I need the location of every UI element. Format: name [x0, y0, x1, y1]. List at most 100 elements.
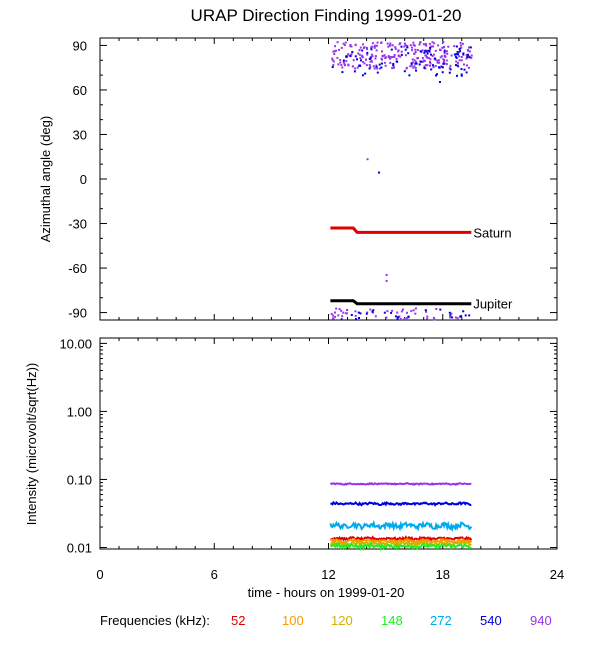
azimuth-point	[445, 63, 448, 66]
azimuth-point	[358, 317, 360, 319]
azimuth-point	[358, 53, 361, 56]
azimuth-point	[373, 46, 376, 49]
azimuth-point	[460, 46, 463, 49]
azimuth-point	[359, 312, 362, 315]
azimuth-point	[434, 58, 437, 61]
azimuth-point	[362, 61, 365, 63]
azimuth-point	[375, 64, 378, 67]
azimuth-point	[383, 311, 386, 314]
azimuth-point	[332, 317, 335, 320]
azimuth-point	[363, 62, 366, 65]
azimuth-point	[385, 279, 388, 282]
azimuth-point	[465, 57, 468, 60]
legend-item-940-khz: 940	[530, 613, 552, 628]
azimuth-point	[436, 59, 439, 62]
azimuth-point	[378, 171, 381, 174]
azimuth-point	[378, 63, 381, 66]
azimuth-point	[468, 314, 471, 317]
azimuth-point	[430, 68, 433, 71]
azimuth-point	[425, 310, 428, 313]
intensity-y-tick-label: 10.00	[59, 336, 92, 351]
azimuth-point	[400, 53, 403, 56]
azimuth-point	[470, 54, 473, 57]
azimuth-point	[370, 53, 373, 56]
azimuth-point	[414, 48, 417, 51]
azimuth-point	[462, 53, 465, 56]
azimuth-point	[398, 43, 401, 46]
azimuth-point	[423, 51, 426, 54]
azimuth-point	[434, 65, 437, 67]
azimuth-point	[465, 71, 468, 74]
azimuth-point	[443, 54, 446, 57]
azimuth-point	[438, 61, 441, 64]
azimuth-point	[369, 308, 372, 311]
azimuth-point	[418, 63, 421, 66]
azimuth-point	[443, 45, 446, 48]
x-tick-label: 6	[211, 567, 218, 582]
azimuth-point	[374, 315, 377, 318]
azimuth-point	[456, 50, 459, 53]
azimuth-point	[467, 66, 470, 69]
azimuth-point	[394, 47, 397, 50]
x-tick-label: 0	[96, 567, 103, 582]
azimuth-point	[455, 53, 458, 56]
azimuth-point	[395, 60, 398, 63]
azimuth-point	[427, 57, 430, 59]
reference-line-saturn	[330, 226, 472, 234]
azimuth-point	[366, 48, 369, 51]
azimuth-y-tick-label: -30	[68, 217, 87, 232]
azimuth-point	[432, 316, 435, 319]
azimuth-point	[347, 53, 350, 56]
azimuth-point	[418, 43, 421, 46]
azimuth-point	[337, 63, 340, 66]
azimuth-point	[455, 64, 457, 67]
x-tick-label: 12	[321, 567, 335, 582]
azimuth-point	[438, 81, 441, 84]
azimuth-point	[380, 66, 383, 69]
frequency-legend: Frequencies (kHz): 52 100 120 148 272 540 940	[100, 613, 552, 628]
azimuth-point	[369, 60, 372, 63]
azimuth-point	[371, 45, 373, 48]
azimuth-scatter-cluster	[340, 308, 471, 321]
azimuth-point	[393, 54, 396, 56]
azimuth-point	[456, 74, 458, 77]
azimuth-point	[391, 67, 394, 70]
azimuth-point	[425, 50, 428, 53]
chart-title: URAP Direction Finding 1999-01-20	[191, 6, 462, 25]
azimuth-point	[456, 317, 459, 320]
azimuth-point	[456, 64, 459, 67]
azimuth-point	[330, 312, 333, 315]
azimuth-point	[399, 318, 402, 320]
azimuth-point	[354, 310, 357, 313]
azimuth-point	[413, 65, 416, 68]
azimuth-point	[439, 56, 442, 59]
azimuth-point	[458, 59, 461, 62]
azimuth-point	[402, 308, 404, 311]
azimuth-point	[443, 62, 446, 65]
azimuth-point	[387, 55, 390, 58]
azimuth-point	[431, 41, 434, 44]
azimuth-point	[342, 42, 345, 45]
azimuth-point	[410, 309, 413, 312]
azimuth-point	[332, 60, 335, 63]
azimuth-point	[375, 49, 378, 52]
azimuth-point	[392, 66, 395, 69]
azimuth-point	[359, 64, 362, 67]
azimuth-point	[389, 44, 392, 47]
azimuth-point	[344, 41, 347, 44]
azimuth-point	[366, 51, 369, 54]
azimuth-point	[356, 66, 359, 69]
azimuth-point	[459, 50, 462, 53]
azimuth-point	[379, 67, 381, 70]
azimuth-point	[390, 48, 393, 51]
azimuth-point	[334, 311, 336, 314]
azimuth-point	[435, 74, 437, 77]
azimuth-point	[340, 46, 343, 49]
azimuth-point	[459, 41, 462, 44]
azimuth-point	[331, 66, 334, 68]
azimuth-point	[460, 59, 463, 62]
azimuth-point	[389, 61, 392, 64]
intensity-series-540-khz	[330, 500, 472, 507]
azimuth-point	[416, 49, 419, 51]
azimuth-point	[454, 316, 457, 319]
